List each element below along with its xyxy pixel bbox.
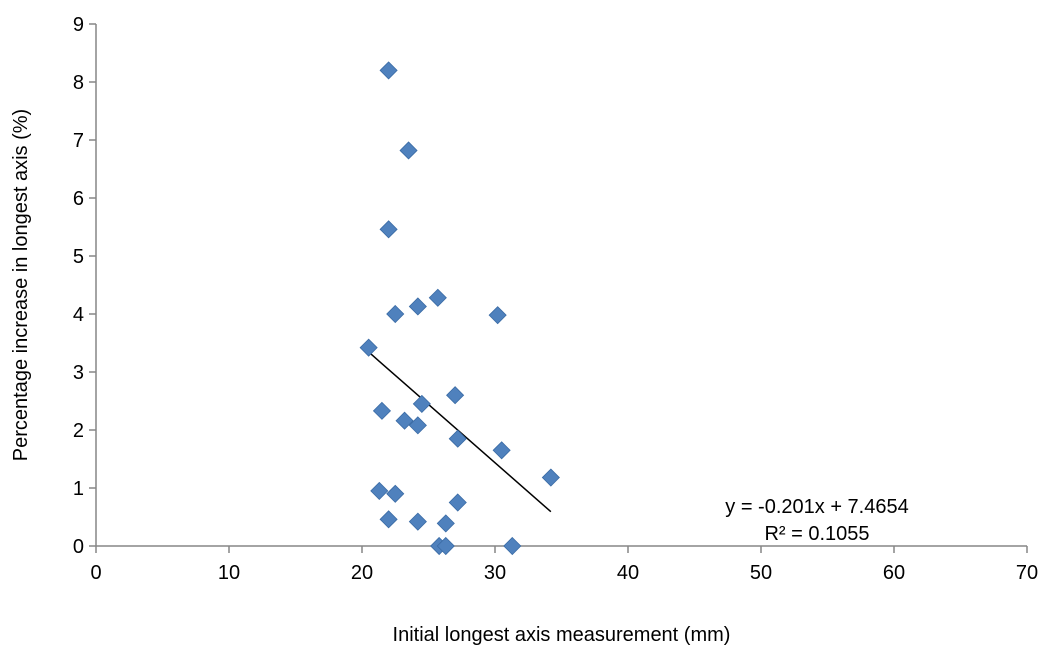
data-point <box>503 536 522 556</box>
x-tick-label: 60 <box>883 562 905 584</box>
data-point <box>436 514 455 533</box>
y-tick-label: 2 <box>73 420 84 442</box>
data-point <box>408 416 427 435</box>
data-point <box>370 481 389 500</box>
data-point <box>541 468 560 487</box>
y-tick-label: 0 <box>73 536 84 558</box>
data-point <box>386 304 405 324</box>
x-tick-label: 70 <box>1016 562 1038 584</box>
data-point <box>395 411 414 430</box>
x-tick-label: 0 <box>90 562 101 584</box>
y-tick-label: 4 <box>73 304 84 326</box>
ticks: 0 1 2 3 4 5 6 7 8 9 0 10 20 30 40 50 60 70 <box>73 14 1038 584</box>
data-point <box>379 220 398 239</box>
y-tick-label: 6 <box>73 188 84 210</box>
x-tick-label: 10 <box>218 562 240 584</box>
data-point <box>488 306 507 325</box>
data-points <box>359 61 560 556</box>
x-tick-label: 40 <box>617 562 639 584</box>
data-point <box>428 288 447 307</box>
trendline-equation: y = -0.201x + 7.4654 <box>725 496 908 518</box>
axes <box>95 24 1027 547</box>
y-tick-label: 1 <box>73 478 84 500</box>
x-tick-label: 30 <box>484 562 506 584</box>
y-tick-label: 5 <box>73 246 84 268</box>
data-point <box>436 536 455 556</box>
y-tick-label: 8 <box>73 72 84 94</box>
data-point <box>372 401 392 420</box>
data-point <box>408 297 427 316</box>
x-axis-title: Initial longest axis measurement (mm) <box>393 624 731 646</box>
data-point <box>408 512 427 531</box>
data-point <box>448 429 467 448</box>
y-tick-label: 9 <box>73 14 84 36</box>
data-point <box>412 394 431 413</box>
y-tick-label: 7 <box>73 130 84 152</box>
data-point <box>448 493 467 512</box>
data-point <box>446 386 465 405</box>
trendline-r-squared: R² = 0.1055 <box>764 523 869 545</box>
data-point <box>399 141 418 160</box>
data-point <box>379 61 398 80</box>
y-axis-title: Percentage increase in longest axis (%) <box>10 109 32 461</box>
y-tick-label: 3 <box>73 362 84 384</box>
x-tick-label: 20 <box>351 562 373 584</box>
x-tick-label: 50 <box>750 562 772 584</box>
data-point <box>379 510 398 529</box>
data-point <box>359 338 378 357</box>
data-point <box>386 484 405 503</box>
data-point <box>492 441 511 460</box>
